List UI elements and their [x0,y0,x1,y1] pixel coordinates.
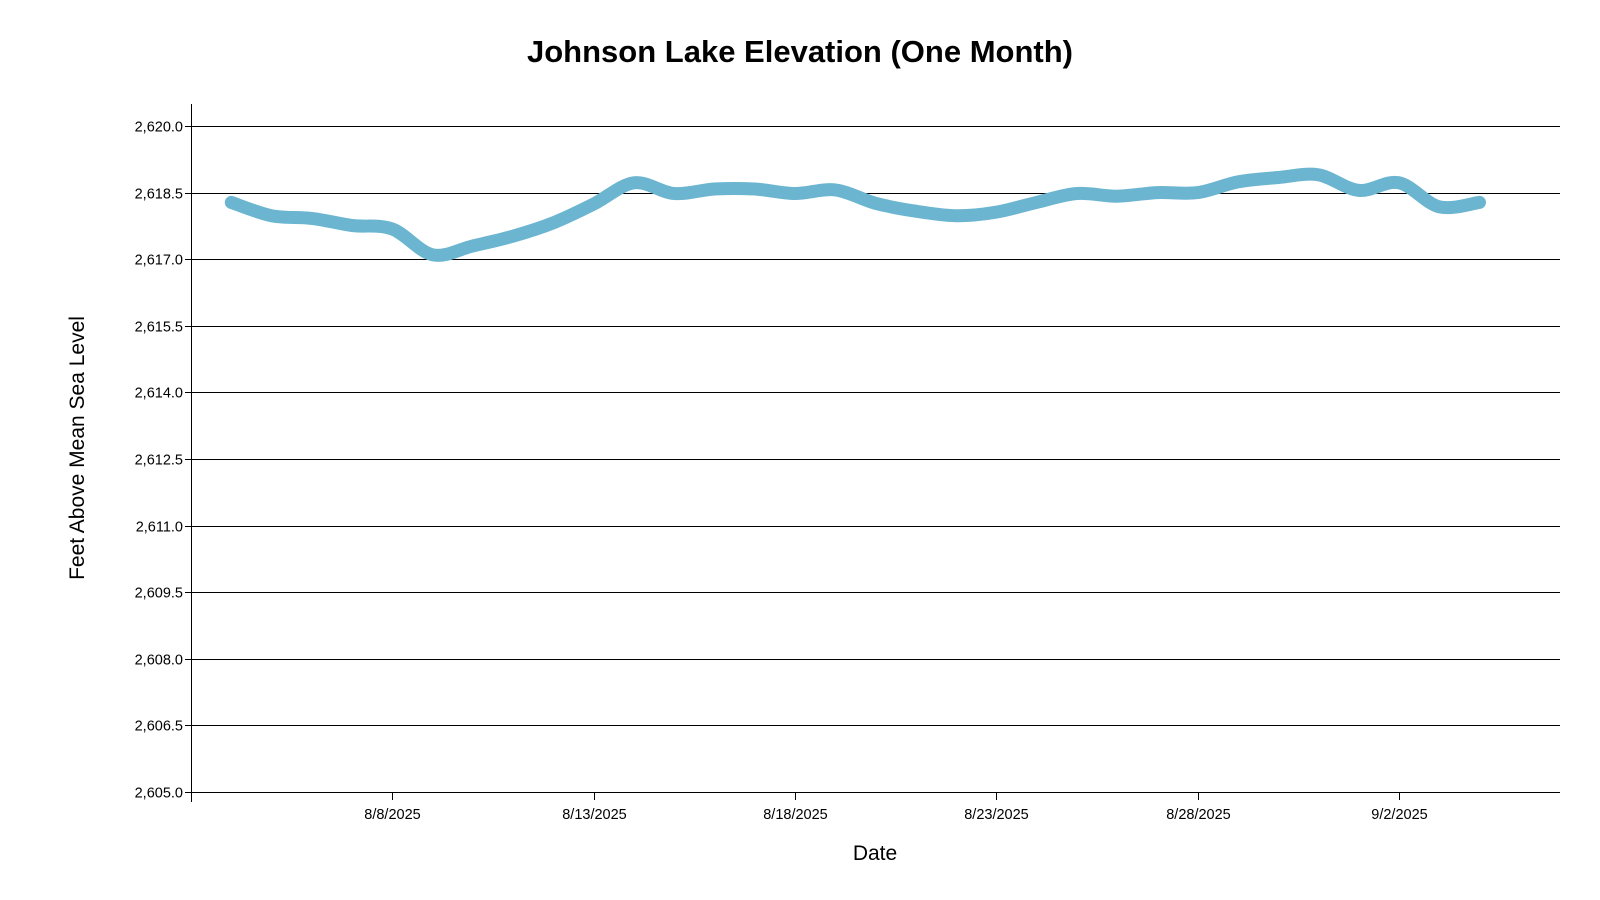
y-tick-label: 2,609.5 [135,586,183,602]
y-tick-label: 2,615.5 [135,320,183,336]
y-tick-label: 2,617.0 [135,253,183,269]
x-tick-label: 8/8/2025 [364,807,420,823]
x-tick-label: 8/18/2025 [763,807,828,823]
y-tick-label: 2,605.0 [135,786,183,802]
x-tick-label: 9/2/2025 [1371,807,1427,823]
x-tick-label: 8/23/2025 [964,807,1029,823]
axes [191,104,1560,802]
y-tick-label: 2,612.5 [135,453,183,469]
y-tick-label: 2,611.0 [136,520,183,536]
y-tick-label: 2,618.5 [135,187,183,203]
x-tick-label: 8/28/2025 [1166,807,1231,823]
y-tick-label: 2,614.0 [135,386,183,402]
x-axis-label: Date [853,842,897,865]
elevation-series-line [224,167,1486,262]
y-tick-label: 2,608.0 [135,653,183,669]
gridlines [191,126,1560,726]
series [224,167,1486,262]
x-axis-ticks: 8/8/2025 8/13/2025 8/18/2025 8/23/2025 8/28/… [364,792,1428,823]
y-axis-label: Feet Above Mean Sea Level [66,316,89,580]
x-tick-label: 8/13/2025 [562,807,627,823]
y-tick-label: 2,620.0 [135,120,183,136]
y-axis-ticks: 2,605.0 2,606.5 2,608.0 2,609.5 2,611.0 2,612… [135,120,191,802]
chart-title: Johnson Lake Elevation (One Month) [527,34,1073,69]
y-tick-label: 2,606.5 [135,719,183,735]
